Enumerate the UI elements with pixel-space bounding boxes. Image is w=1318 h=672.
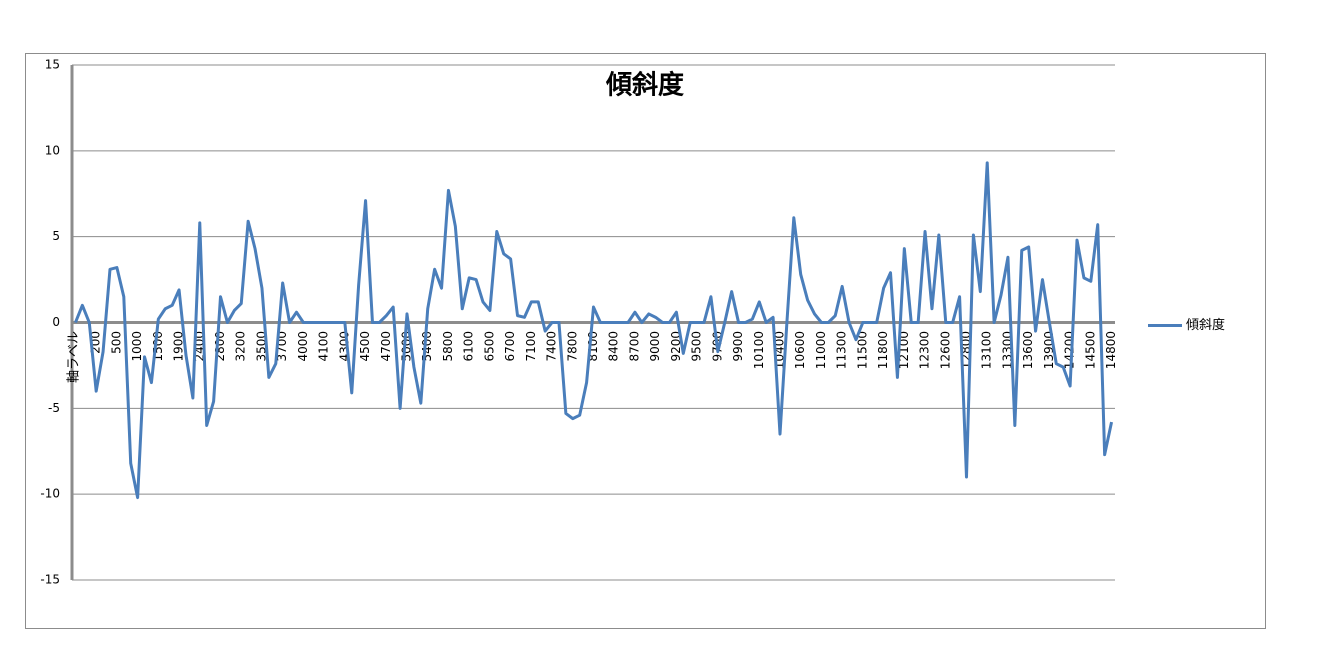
x-tick-label: 11500 — [855, 331, 869, 369]
x-tick-label: 12600 — [938, 331, 952, 369]
x-tick-label: 11000 — [814, 331, 828, 369]
x-tick-label: 11300 — [835, 331, 849, 369]
x-tick-label: 5800 — [441, 331, 455, 362]
y-tick-label: -10 — [40, 487, 60, 501]
x-tick-label: 7800 — [565, 331, 579, 362]
x-axis-title: 軸ラベル — [67, 331, 82, 383]
x-tick-label: 4100 — [317, 331, 331, 362]
x-tick-label: 4700 — [379, 331, 393, 362]
chart-title: 傾斜度 — [605, 70, 684, 101]
x-tick-label: 8700 — [627, 331, 641, 362]
x-tick-label: 500 — [109, 331, 123, 354]
y-tick-label: -5 — [48, 401, 60, 415]
x-tick-label: 4500 — [358, 331, 372, 362]
x-tick-label: 14800 — [1104, 331, 1118, 369]
y-tick-label: -15 — [40, 573, 60, 587]
data-line — [74, 161, 1114, 500]
x-tick-label: 9900 — [731, 331, 745, 362]
x-tick-label: 13600 — [1021, 331, 1035, 369]
x-tick-label: 6100 — [462, 331, 476, 362]
x-tick-label: 4000 — [296, 331, 310, 362]
y-tick-label: 0 — [52, 315, 60, 329]
x-tick-label: 7100 — [524, 331, 538, 362]
x-tick-label: 8400 — [607, 331, 621, 362]
x-tick-label: 11800 — [876, 331, 890, 369]
x-tick-label: 3200 — [234, 331, 248, 362]
x-tick-label: 13100 — [980, 331, 994, 369]
x-tick-label: 1000 — [130, 331, 144, 362]
x-tick-label: 6500 — [482, 331, 496, 362]
x-tick-label: 7400 — [545, 331, 559, 362]
x-tick-label: 12300 — [918, 331, 932, 369]
x-tick-label: 14500 — [1083, 331, 1097, 369]
x-tick-label: 14200 — [1063, 331, 1077, 369]
y-tick-label: 5 — [52, 229, 60, 243]
x-tick-label: 6700 — [503, 331, 517, 362]
x-tick-label: 10600 — [793, 331, 807, 369]
x-tick-label: 9500 — [690, 331, 704, 362]
x-tick-label: 9000 — [648, 331, 662, 362]
y-tick-label: 10 — [45, 143, 60, 157]
y-tick-label: 15 — [45, 58, 60, 72]
chart-frame — [25, 53, 1266, 629]
x-tick-label: 1900 — [172, 331, 186, 362]
legend-label: 傾斜度 — [1186, 317, 1225, 333]
x-tick-label: 10100 — [752, 331, 766, 369]
